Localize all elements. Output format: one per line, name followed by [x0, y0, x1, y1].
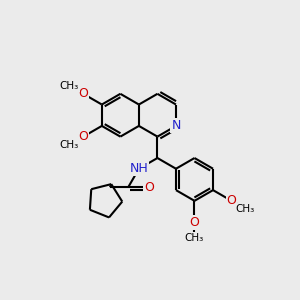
Text: O: O — [226, 194, 236, 207]
Text: O: O — [190, 216, 200, 229]
Text: CH₃: CH₃ — [60, 81, 79, 91]
Text: O: O — [144, 181, 154, 194]
Text: O: O — [78, 130, 88, 143]
Text: CH₃: CH₃ — [60, 140, 79, 150]
Text: N: N — [171, 119, 181, 132]
Text: CH₃: CH₃ — [185, 233, 204, 243]
Text: NH: NH — [130, 162, 148, 175]
Text: O: O — [78, 87, 88, 100]
Text: CH₃: CH₃ — [236, 204, 255, 214]
